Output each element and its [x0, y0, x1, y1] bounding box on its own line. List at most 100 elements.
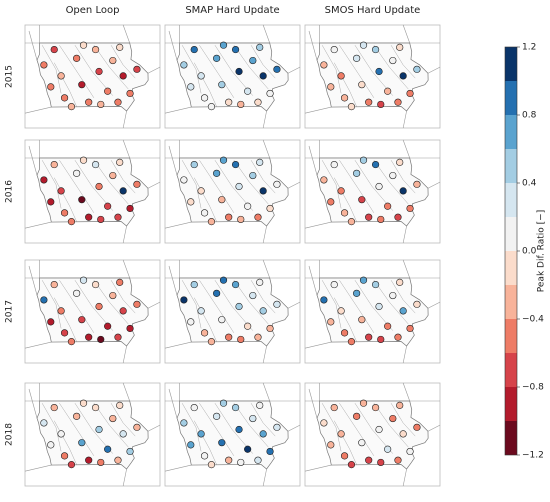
- station-marker: [200, 452, 209, 460]
- row-label: 2015: [5, 65, 15, 88]
- station-marker: [79, 399, 88, 407]
- station-marker: [95, 67, 103, 76]
- river: [199, 45, 235, 98]
- station-marker: [91, 45, 100, 54]
- river: [214, 160, 254, 211]
- station-marker: [133, 65, 141, 73]
- river: [181, 403, 202, 452]
- station-marker: [47, 83, 55, 91]
- colorbar-tick-label: 0.4: [522, 179, 537, 189]
- station-marker: [85, 213, 93, 221]
- station-marker: [244, 445, 252, 453]
- station-marker: [40, 61, 48, 69]
- station-marker: [187, 441, 195, 449]
- station-marker: [254, 213, 262, 221]
- station-marker: [180, 61, 188, 69]
- river: [321, 403, 342, 452]
- station-marker: [197, 72, 205, 80]
- river: [334, 62, 357, 107]
- station-marker: [399, 72, 407, 80]
- station-marker: [180, 419, 188, 427]
- station-marker: [371, 160, 380, 169]
- station-marker: [190, 403, 198, 412]
- station-marker: [219, 156, 228, 164]
- river: [74, 45, 114, 96]
- station-marker: [377, 458, 385, 467]
- station-marker: [85, 333, 93, 341]
- station-marker: [340, 452, 349, 460]
- station-marker: [384, 445, 392, 453]
- station-marker: [97, 335, 105, 344]
- colorbar-bin: [505, 115, 517, 149]
- state-outline: [316, 400, 429, 470]
- river: [321, 45, 342, 94]
- river: [181, 280, 202, 329]
- river: [199, 160, 235, 213]
- station-marker: [266, 447, 274, 456]
- station-marker: [40, 419, 48, 427]
- station-marker: [235, 302, 243, 311]
- station-marker: [365, 213, 373, 221]
- river: [54, 420, 77, 465]
- station-marker: [384, 322, 392, 330]
- station-marker: [371, 403, 380, 412]
- station-marker: [67, 338, 76, 346]
- station-marker: [40, 296, 48, 304]
- station-marker: [358, 81, 366, 89]
- station-marker: [259, 72, 267, 80]
- station-marker: [365, 333, 373, 341]
- station-marker: [126, 447, 134, 456]
- river: [339, 280, 375, 333]
- station-marker: [207, 461, 216, 469]
- station-marker: [244, 87, 252, 95]
- river: [110, 45, 136, 79]
- colorbar-tick-label: 0.8: [522, 111, 537, 121]
- station-marker: [57, 307, 65, 315]
- station-marker: [244, 322, 252, 330]
- station-marker: [95, 182, 103, 191]
- station-marker: [359, 156, 368, 164]
- station-marker: [187, 83, 195, 91]
- river: [339, 160, 375, 213]
- station-marker: [67, 461, 76, 469]
- station-marker: [254, 98, 262, 106]
- station-marker: [109, 414, 117, 423]
- station-marker: [389, 56, 397, 65]
- station-marker: [104, 445, 112, 453]
- station-marker: [266, 89, 274, 98]
- river: [214, 45, 254, 96]
- station-marker: [85, 456, 93, 464]
- station-marker: [347, 103, 356, 111]
- station-marker: [50, 45, 58, 54]
- station-marker: [371, 280, 380, 289]
- river: [250, 160, 276, 194]
- river: [181, 160, 202, 209]
- river: [390, 403, 416, 437]
- state-outline: [176, 42, 289, 112]
- station-marker: [190, 280, 198, 289]
- station-marker: [394, 213, 402, 221]
- station-marker: [389, 171, 397, 180]
- station-marker: [197, 430, 205, 438]
- station-marker: [340, 329, 349, 337]
- station-marker: [200, 329, 209, 337]
- station-marker: [347, 338, 356, 346]
- station-marker: [67, 218, 76, 226]
- river: [373, 160, 409, 205]
- station-marker: [254, 333, 262, 341]
- station-marker: [406, 204, 414, 213]
- station-marker: [394, 456, 402, 464]
- station-marker: [79, 156, 88, 164]
- river: [59, 280, 95, 333]
- station-marker: [91, 280, 100, 289]
- station-marker: [197, 187, 205, 195]
- station-marker: [358, 439, 366, 447]
- river: [194, 177, 217, 222]
- station-marker: [237, 100, 245, 109]
- colorbar-tick-label: −0.8: [522, 383, 544, 393]
- station-marker: [180, 296, 188, 304]
- station-marker: [413, 180, 421, 188]
- station-marker: [353, 412, 361, 420]
- colorbar-tick-label: −1.2: [522, 451, 544, 461]
- station-marker: [337, 72, 345, 80]
